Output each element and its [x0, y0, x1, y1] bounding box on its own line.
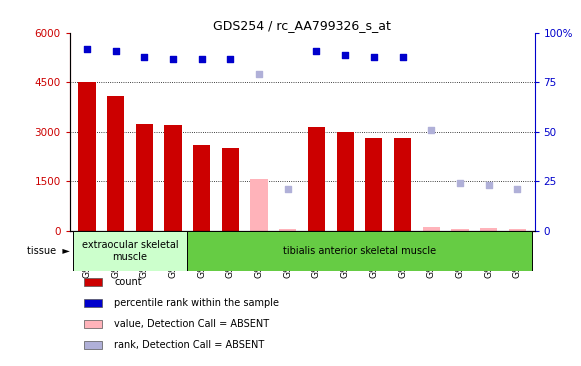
Text: value, Detection Call = ABSENT: value, Detection Call = ABSENT — [114, 319, 270, 329]
Bar — [164, 125, 182, 231]
Point — [512, 186, 522, 192]
Text: extraocular skeletal
muscle: extraocular skeletal muscle — [82, 240, 178, 262]
Point — [484, 182, 493, 188]
Point — [197, 56, 206, 61]
Bar — [336, 132, 354, 231]
Point — [168, 56, 178, 61]
Point — [456, 180, 465, 186]
Point — [369, 54, 378, 60]
Bar — [84, 278, 102, 286]
Point — [226, 56, 235, 61]
Bar — [107, 96, 124, 231]
Bar — [394, 138, 411, 231]
Title: GDS254 / rc_AA799326_s_at: GDS254 / rc_AA799326_s_at — [213, 19, 391, 32]
Bar — [193, 145, 210, 231]
Bar — [84, 341, 102, 349]
Point — [398, 54, 407, 60]
Point — [139, 54, 149, 60]
Point — [312, 48, 321, 54]
Point — [111, 48, 120, 54]
Text: rank, Detection Call = ABSENT: rank, Detection Call = ABSENT — [114, 340, 264, 350]
Point — [83, 46, 92, 52]
Text: tibialis anterior skeletal muscle: tibialis anterior skeletal muscle — [283, 246, 436, 256]
Text: percentile rank within the sample: percentile rank within the sample — [114, 298, 279, 308]
Bar — [480, 228, 497, 231]
Bar — [422, 227, 440, 231]
Bar — [308, 127, 325, 231]
Bar — [451, 229, 468, 231]
Bar — [73, 231, 187, 271]
Bar — [84, 320, 102, 328]
Point — [426, 127, 436, 133]
Text: tissue  ►: tissue ► — [27, 246, 70, 256]
Text: count: count — [114, 277, 142, 287]
Bar — [222, 148, 239, 231]
Bar — [279, 229, 296, 231]
Bar — [84, 299, 102, 307]
Bar — [136, 124, 153, 231]
Bar — [365, 138, 382, 231]
Bar — [78, 82, 95, 231]
Point — [254, 71, 264, 77]
Point — [340, 52, 350, 57]
Bar — [250, 179, 268, 231]
Bar — [187, 231, 532, 271]
Point — [283, 186, 292, 192]
Bar — [509, 229, 526, 231]
